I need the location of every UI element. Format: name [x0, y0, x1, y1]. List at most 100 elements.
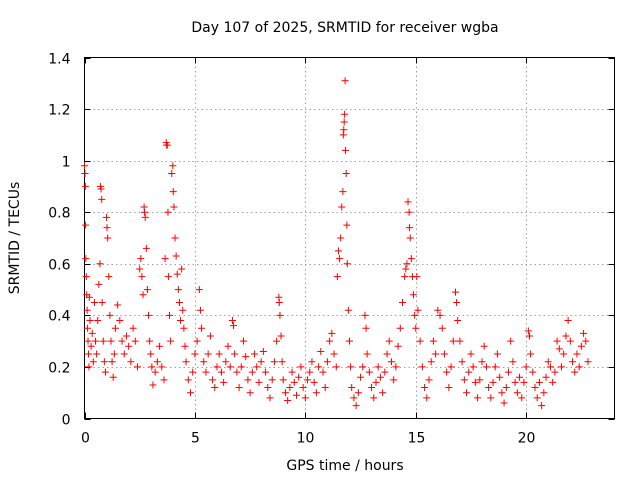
- data-point: [111, 324, 119, 332]
- data-point: [336, 255, 344, 263]
- data-point: [575, 363, 583, 371]
- data-point: [122, 332, 130, 340]
- data-point: [310, 378, 318, 386]
- data-point: [257, 358, 265, 366]
- data-point: [268, 376, 276, 384]
- data-point: [84, 350, 92, 358]
- data-point: [273, 337, 281, 345]
- data-point: [564, 317, 572, 325]
- data-point: [96, 260, 104, 268]
- data-point: [342, 146, 350, 154]
- data-point: [103, 224, 111, 232]
- data-point: [161, 255, 169, 263]
- data-point: [493, 350, 501, 358]
- data-point: [321, 384, 329, 392]
- data-point: [286, 384, 294, 392]
- data-point: [513, 389, 521, 397]
- data-point: [370, 394, 378, 402]
- data-point: [82, 255, 90, 263]
- data-point: [414, 306, 422, 314]
- data-point: [326, 337, 334, 345]
- data-point: [83, 306, 91, 314]
- data-point: [242, 353, 250, 361]
- data-point: [253, 363, 261, 371]
- data-point: [180, 324, 188, 332]
- data-point: [413, 273, 421, 281]
- data-point: [288, 368, 296, 376]
- data-point: [372, 378, 380, 386]
- data-point: [440, 350, 448, 358]
- data-point: [301, 394, 309, 402]
- data-point: [498, 389, 506, 397]
- data-point: [118, 337, 126, 345]
- data-point: [312, 389, 320, 397]
- data-point: [200, 358, 208, 366]
- data-point: [343, 260, 351, 268]
- chart-title: Day 107 of 2025, SRMTID for receiver wgb…: [191, 20, 498, 36]
- data-point: [443, 368, 451, 376]
- data-point: [87, 342, 95, 350]
- data-point: [248, 368, 256, 376]
- data-point: [535, 378, 543, 386]
- data-point: [171, 234, 179, 242]
- data-point: [129, 324, 137, 332]
- data-point: [270, 358, 278, 366]
- data-point: [266, 394, 274, 402]
- data-point: [485, 384, 493, 392]
- data-point: [209, 376, 217, 384]
- data-point: [405, 208, 413, 216]
- data-point: [365, 368, 373, 376]
- data-point: [509, 358, 517, 366]
- data-point: [361, 311, 369, 319]
- data-point: [447, 363, 455, 371]
- data-point: [341, 77, 349, 85]
- y-tick-label: 0.4: [48, 309, 70, 325]
- data-point: [88, 329, 96, 337]
- data-point: [141, 213, 149, 221]
- data-point: [323, 358, 331, 366]
- data-point: [275, 298, 283, 306]
- data-point: [482, 363, 490, 371]
- data-point: [172, 252, 180, 260]
- data-point: [332, 363, 340, 371]
- data-point: [206, 332, 214, 340]
- data-point: [480, 342, 488, 350]
- data-point: [352, 402, 360, 410]
- data-point: [182, 358, 190, 366]
- data-point: [262, 368, 270, 376]
- data-point: [138, 273, 146, 281]
- data-point: [160, 376, 168, 384]
- data-point: [533, 394, 541, 402]
- data-point: [363, 350, 371, 358]
- data-point: [346, 337, 353, 345]
- data-point: [110, 350, 118, 358]
- data-point: [139, 291, 147, 299]
- data-point: [125, 342, 133, 350]
- data-point: [566, 337, 574, 345]
- x-tick-label: 20: [518, 431, 536, 447]
- data-point: [213, 363, 221, 371]
- data-point: [168, 170, 176, 178]
- data-point: [89, 358, 97, 366]
- data-point: [418, 363, 426, 371]
- data-point: [295, 373, 303, 381]
- data-point: [281, 389, 289, 397]
- data-point: [401, 273, 409, 281]
- data-point: [549, 378, 557, 386]
- data-point: [169, 162, 177, 170]
- data-point: [427, 358, 435, 366]
- data-point: [584, 358, 592, 366]
- data-point: [348, 384, 356, 392]
- data-point: [136, 265, 144, 273]
- data-point: [383, 350, 391, 358]
- data-point: [184, 376, 192, 384]
- y-tick-label: 1.2: [48, 103, 70, 119]
- data-point: [90, 298, 98, 306]
- x-tick-label: 5: [191, 431, 200, 447]
- data-point: [540, 389, 548, 397]
- data-point: [362, 324, 370, 332]
- plot-frame: [84, 57, 615, 419]
- data-point: [148, 363, 156, 371]
- data-point: [127, 358, 135, 366]
